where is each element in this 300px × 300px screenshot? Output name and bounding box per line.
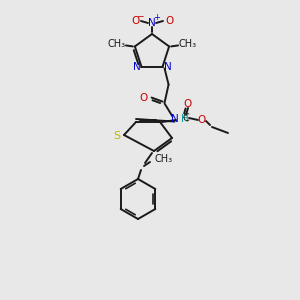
Text: −: − [136, 11, 144, 20]
Text: C: C [183, 113, 189, 123]
Text: CH₃: CH₃ [155, 154, 173, 164]
Text: N: N [171, 114, 178, 124]
Text: O: O [184, 99, 192, 109]
Text: CH₃: CH₃ [108, 39, 126, 50]
Text: O: O [165, 16, 173, 26]
Text: N: N [164, 61, 172, 72]
Text: S: S [113, 131, 121, 141]
Text: CH₃: CH₃ [178, 39, 196, 50]
Text: H: H [181, 114, 188, 124]
Text: O: O [140, 93, 148, 103]
Text: +: + [154, 14, 160, 22]
Text: O: O [198, 115, 206, 125]
Text: N: N [148, 18, 156, 28]
Text: N: N [133, 61, 140, 72]
Text: O: O [131, 16, 139, 26]
